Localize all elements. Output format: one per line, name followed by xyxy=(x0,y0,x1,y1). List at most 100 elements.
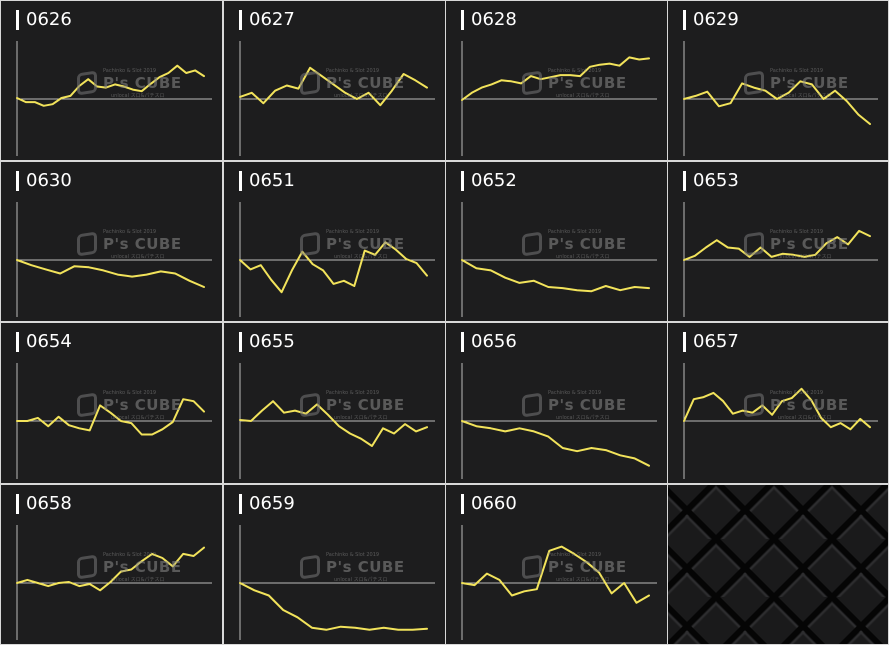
watermark-small-text: Pachinko & Slot 2019 xyxy=(548,390,602,396)
data-point xyxy=(573,553,575,555)
data-point xyxy=(751,412,754,414)
data-point xyxy=(384,241,386,243)
chart-svg xyxy=(239,525,435,640)
data-point xyxy=(753,87,755,89)
watermark-small-text: Pachinko & Slot 2019 xyxy=(770,390,824,396)
title-marker xyxy=(239,171,242,191)
data-point xyxy=(635,602,638,604)
data-point xyxy=(176,65,178,67)
data-point xyxy=(43,105,45,107)
watermark-brand: P's CUBE xyxy=(103,558,182,576)
watermark-small-text: Pachinko & Slot 2019 xyxy=(548,229,602,235)
watermark-small-text: unlocal スロ&パチスロ xyxy=(111,415,165,421)
data-point xyxy=(840,422,842,424)
data-point xyxy=(738,248,740,250)
chart-panel: 0657 Pachinko & Slot 2019 P's CUBE unlocal … xyxy=(668,323,888,483)
title-marker xyxy=(239,494,242,514)
chart-title: 0653 xyxy=(693,170,739,191)
data-point xyxy=(426,628,428,630)
data-point xyxy=(260,264,262,266)
data-point xyxy=(504,430,506,432)
data-point xyxy=(500,79,502,81)
data-point xyxy=(771,414,773,416)
data-point xyxy=(356,98,358,100)
watermark-logo: Pachinko & Slot 2019 P's CUBE unlocal スロ&パ… xyxy=(744,390,856,422)
data-point xyxy=(16,582,18,584)
series-line xyxy=(239,582,428,631)
data-point xyxy=(379,104,381,106)
data-point xyxy=(397,629,399,631)
data-point xyxy=(579,75,581,77)
data-point xyxy=(473,584,476,586)
data-point xyxy=(59,272,61,275)
data-point xyxy=(301,251,303,253)
title-marker xyxy=(683,332,686,352)
data-point xyxy=(344,92,346,94)
cube-logo-icon xyxy=(744,231,764,257)
data-point xyxy=(114,83,116,85)
watermark-brand: P's CUBE xyxy=(770,74,849,92)
data-point xyxy=(638,58,640,61)
data-point xyxy=(325,629,327,631)
data-point xyxy=(559,74,561,76)
chart-title: 0655 xyxy=(249,331,295,352)
watermark-small-text: unlocal スロ&パチスロ xyxy=(334,93,388,99)
data-point xyxy=(648,287,650,289)
watermark-small-text: Pachinko & Slot 2019 xyxy=(326,229,380,235)
chart-svg xyxy=(16,41,212,156)
data-point xyxy=(781,253,784,255)
watermark-brand: P's CUBE xyxy=(326,396,405,414)
data-point xyxy=(405,258,407,260)
data-point xyxy=(749,256,751,258)
data-point xyxy=(283,412,285,414)
data-point xyxy=(102,269,104,271)
chart-title: 0629 xyxy=(693,9,739,30)
watermark-logo: Pachinko & Slot 2019 P's CUBE unlocal スロ&パ… xyxy=(77,229,189,261)
data-point xyxy=(703,396,705,398)
data-point xyxy=(60,97,63,99)
watermark-brand: P's CUBE xyxy=(103,235,182,253)
data-point xyxy=(78,427,80,429)
data-point xyxy=(648,465,650,467)
data-point xyxy=(486,573,488,575)
data-point xyxy=(858,230,860,232)
data-point xyxy=(322,269,324,271)
chart-svg xyxy=(461,525,657,640)
data-point xyxy=(547,286,549,288)
data-point xyxy=(770,256,773,258)
chart-title: 0659 xyxy=(249,493,295,514)
watermark-small-text: unlocal スロ&パチスロ xyxy=(778,254,832,260)
data-point xyxy=(282,609,284,611)
data-point xyxy=(511,594,513,597)
data-point xyxy=(158,76,161,78)
data-point xyxy=(26,420,28,422)
watermark-small-text: unlocal スロ&パチスロ xyxy=(556,93,610,99)
watermark-logo: Pachinko & Slot 2019 P's CUBE unlocal スロ&パ… xyxy=(77,68,189,100)
chart-svg xyxy=(239,41,435,156)
data-point xyxy=(490,269,492,271)
watermark-brand: P's CUBE xyxy=(326,235,405,253)
watermark-small-text: unlocal スロ&パチスロ xyxy=(334,415,388,421)
series-line xyxy=(683,387,871,431)
cube-logo-icon xyxy=(77,554,97,580)
watermark-brand: P's CUBE xyxy=(103,396,182,414)
data-point xyxy=(548,550,550,552)
data-point xyxy=(741,82,743,84)
data-point xyxy=(281,291,283,293)
data-point xyxy=(26,579,28,581)
cube-logo-icon xyxy=(522,231,542,257)
chart-panel: 0627 Pachinko & Slot 2019 P's CUBE unlocal … xyxy=(224,1,445,160)
chart-title: 0627 xyxy=(249,9,295,30)
watermark-brand: P's CUBE xyxy=(770,396,849,414)
title-marker xyxy=(239,10,242,30)
data-point xyxy=(718,105,720,107)
data-point xyxy=(618,65,621,67)
data-point xyxy=(383,627,385,629)
data-point xyxy=(52,103,54,105)
data-point xyxy=(78,585,80,587)
data-point xyxy=(788,92,790,94)
data-point xyxy=(648,594,650,597)
data-point xyxy=(426,426,428,428)
data-point xyxy=(742,410,744,412)
data-point xyxy=(25,101,27,103)
